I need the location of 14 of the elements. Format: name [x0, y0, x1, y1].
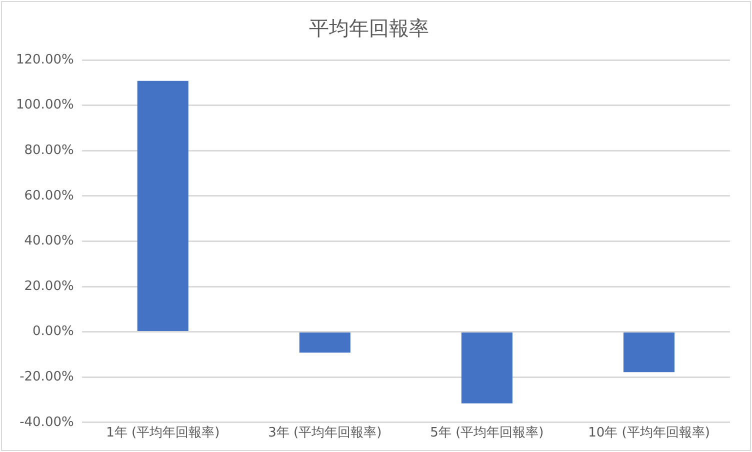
x-tick-label: 3年 (平均年回報率): [268, 424, 382, 441]
y-tick-label: 120.00%: [16, 52, 74, 68]
x-tick-label: 10年 (平均年回報率): [588, 424, 710, 441]
y-tick-label: 20.00%: [24, 278, 74, 294]
y-tick-label: 100.00%: [16, 98, 74, 113]
x-tick-label: 1年 (平均年回報率): [106, 424, 220, 441]
y-tick-label: -20.00%: [20, 369, 74, 384]
y-tick-label: -40.00%: [20, 414, 74, 430]
chart-title: 平均年回報率: [309, 16, 429, 40]
y-tick-label: 60.00%: [24, 188, 74, 204]
x-tick-label: 5年 (平均年回報率): [430, 424, 544, 441]
y-tick-label: 80.00%: [24, 142, 74, 158]
y-tick-label: 40.00%: [24, 234, 74, 249]
y-tick-label: 0.00%: [32, 324, 74, 340]
